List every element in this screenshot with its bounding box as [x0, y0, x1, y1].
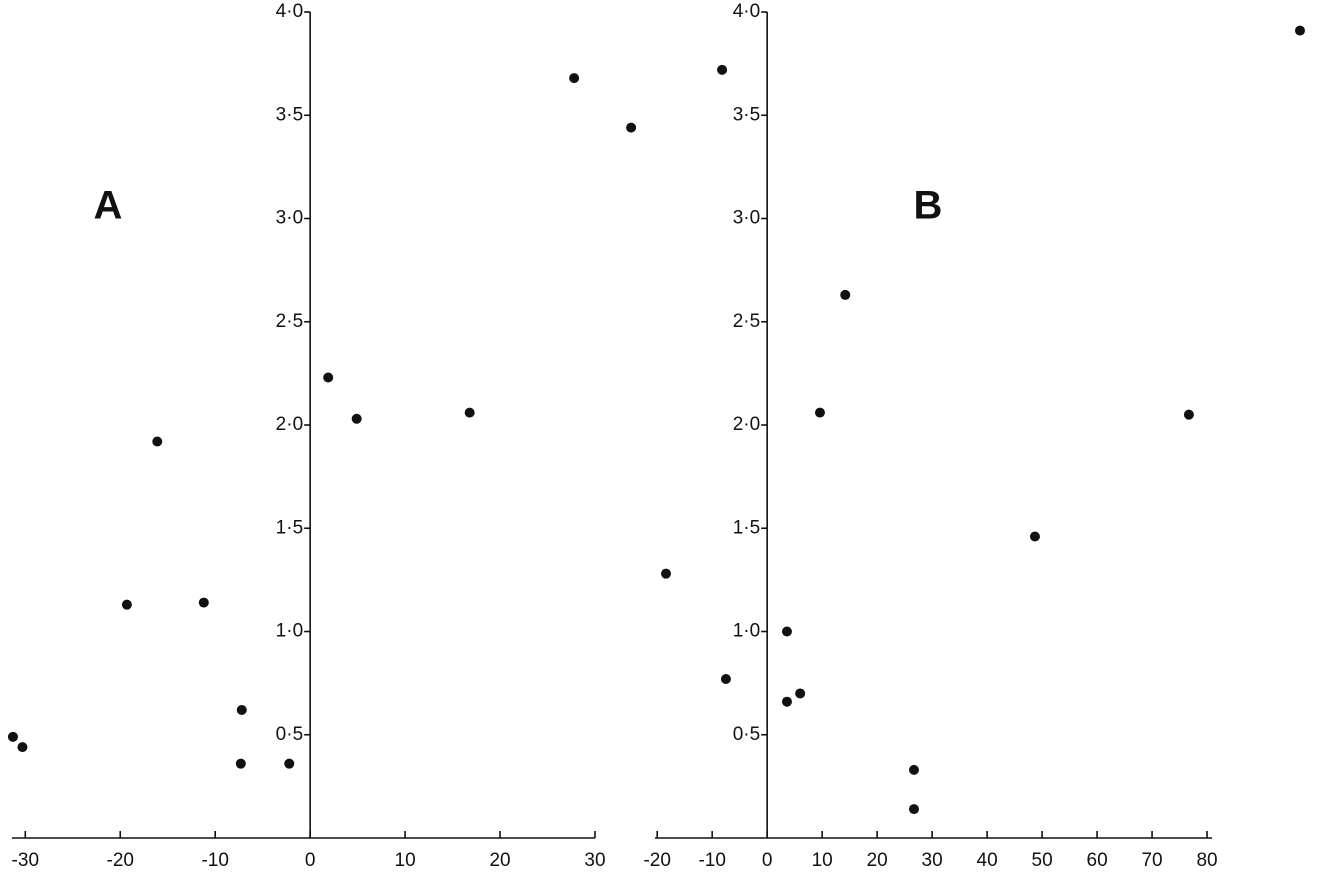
- point: [717, 64, 728, 75]
- x-tick-label: 20: [489, 850, 510, 871]
- point: [720, 673, 731, 684]
- x-tick-label: -10: [698, 850, 725, 871]
- point: [840, 289, 851, 300]
- y-tick-label: 2·0: [276, 414, 303, 435]
- x-tick-label: 30: [922, 850, 943, 871]
- y-tick-label: 3·0: [733, 208, 760, 229]
- point: [908, 804, 919, 815]
- point: [323, 372, 334, 383]
- x-tick-label: -30: [12, 850, 39, 871]
- y-tick-label: 1·5: [276, 517, 303, 538]
- point: [660, 568, 671, 579]
- y-tick-label: 3·5: [733, 104, 760, 125]
- x-tick-label: 10: [812, 850, 833, 871]
- y-tick-label: 3·5: [276, 104, 303, 125]
- x-tick-label: 60: [1087, 850, 1108, 871]
- point: [795, 688, 806, 699]
- y-tick-label: 1·0: [733, 621, 760, 642]
- point: [284, 758, 295, 769]
- y-tick-label: 1·5: [733, 517, 760, 538]
- y-tick-label: 3·0: [276, 208, 303, 229]
- point: [198, 597, 209, 608]
- point: [236, 704, 247, 715]
- point: [626, 122, 637, 133]
- point: [781, 626, 792, 637]
- y-tick-label: 0·5: [733, 724, 760, 745]
- x-tick-label: 20: [867, 850, 888, 871]
- point: [1029, 531, 1040, 542]
- panel-label: A: [94, 184, 123, 228]
- point: [17, 742, 28, 753]
- x-tick-label: -20: [643, 850, 670, 871]
- point: [569, 73, 580, 84]
- point: [351, 413, 362, 424]
- x-tick-label: 30: [584, 850, 605, 871]
- x-tick-label: 50: [1032, 850, 1053, 871]
- point: [235, 758, 246, 769]
- x-tick-label: 0: [762, 850, 773, 871]
- x-tick-label: 10: [395, 850, 416, 871]
- point: [121, 599, 132, 610]
- y-tick-label: 1·0: [276, 621, 303, 642]
- y-tick-label: 4·0: [733, 1, 760, 22]
- point: [814, 407, 825, 418]
- y-tick-label: 4·0: [276, 1, 303, 22]
- panel-label: B: [914, 184, 943, 228]
- x-tick-label: 80: [1196, 850, 1217, 871]
- y-tick-label: 2·5: [733, 311, 760, 332]
- point: [908, 764, 919, 775]
- point: [464, 407, 475, 418]
- x-tick-label: -20: [107, 850, 134, 871]
- point: [781, 696, 792, 707]
- y-tick-label: 2·0: [733, 414, 760, 435]
- x-tick-label: 40: [977, 850, 998, 871]
- x-tick-label: -10: [201, 850, 228, 871]
- y-tick-label: 0·5: [276, 724, 303, 745]
- y-tick-label: 2·5: [276, 311, 303, 332]
- point: [7, 731, 18, 742]
- x-tick-label: 70: [1141, 850, 1162, 871]
- point: [1183, 409, 1194, 420]
- point: [152, 436, 163, 447]
- x-tick-label: 0: [305, 850, 316, 871]
- point: [1294, 25, 1305, 36]
